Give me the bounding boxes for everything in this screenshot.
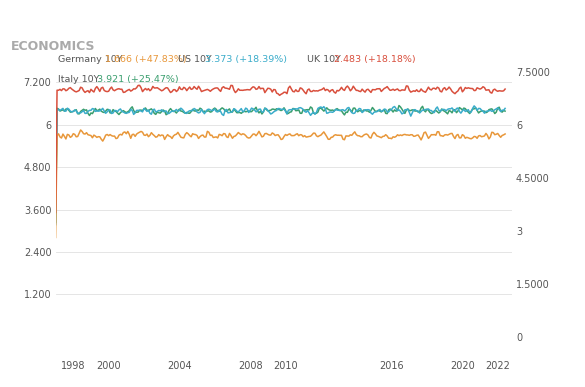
Text: UK 10Y: UK 10Y <box>307 55 344 65</box>
Text: US 10Y: US 10Y <box>178 55 215 65</box>
Text: Italy 10Y: Italy 10Y <box>58 75 103 84</box>
Text: 3.921 (+25.47%): 3.921 (+25.47%) <box>97 75 179 84</box>
Text: ECONOMICS: ECONOMICS <box>11 39 95 53</box>
Text: 2.483 (+18.18%): 2.483 (+18.18%) <box>334 55 415 65</box>
Text: TRADING: TRADING <box>11 17 88 32</box>
Text: Germany 10Y: Germany 10Y <box>58 55 126 65</box>
Text: 1.666 (+47.83%): 1.666 (+47.83%) <box>105 55 187 65</box>
Text: 3.373 (+18.39%): 3.373 (+18.39%) <box>205 55 287 65</box>
